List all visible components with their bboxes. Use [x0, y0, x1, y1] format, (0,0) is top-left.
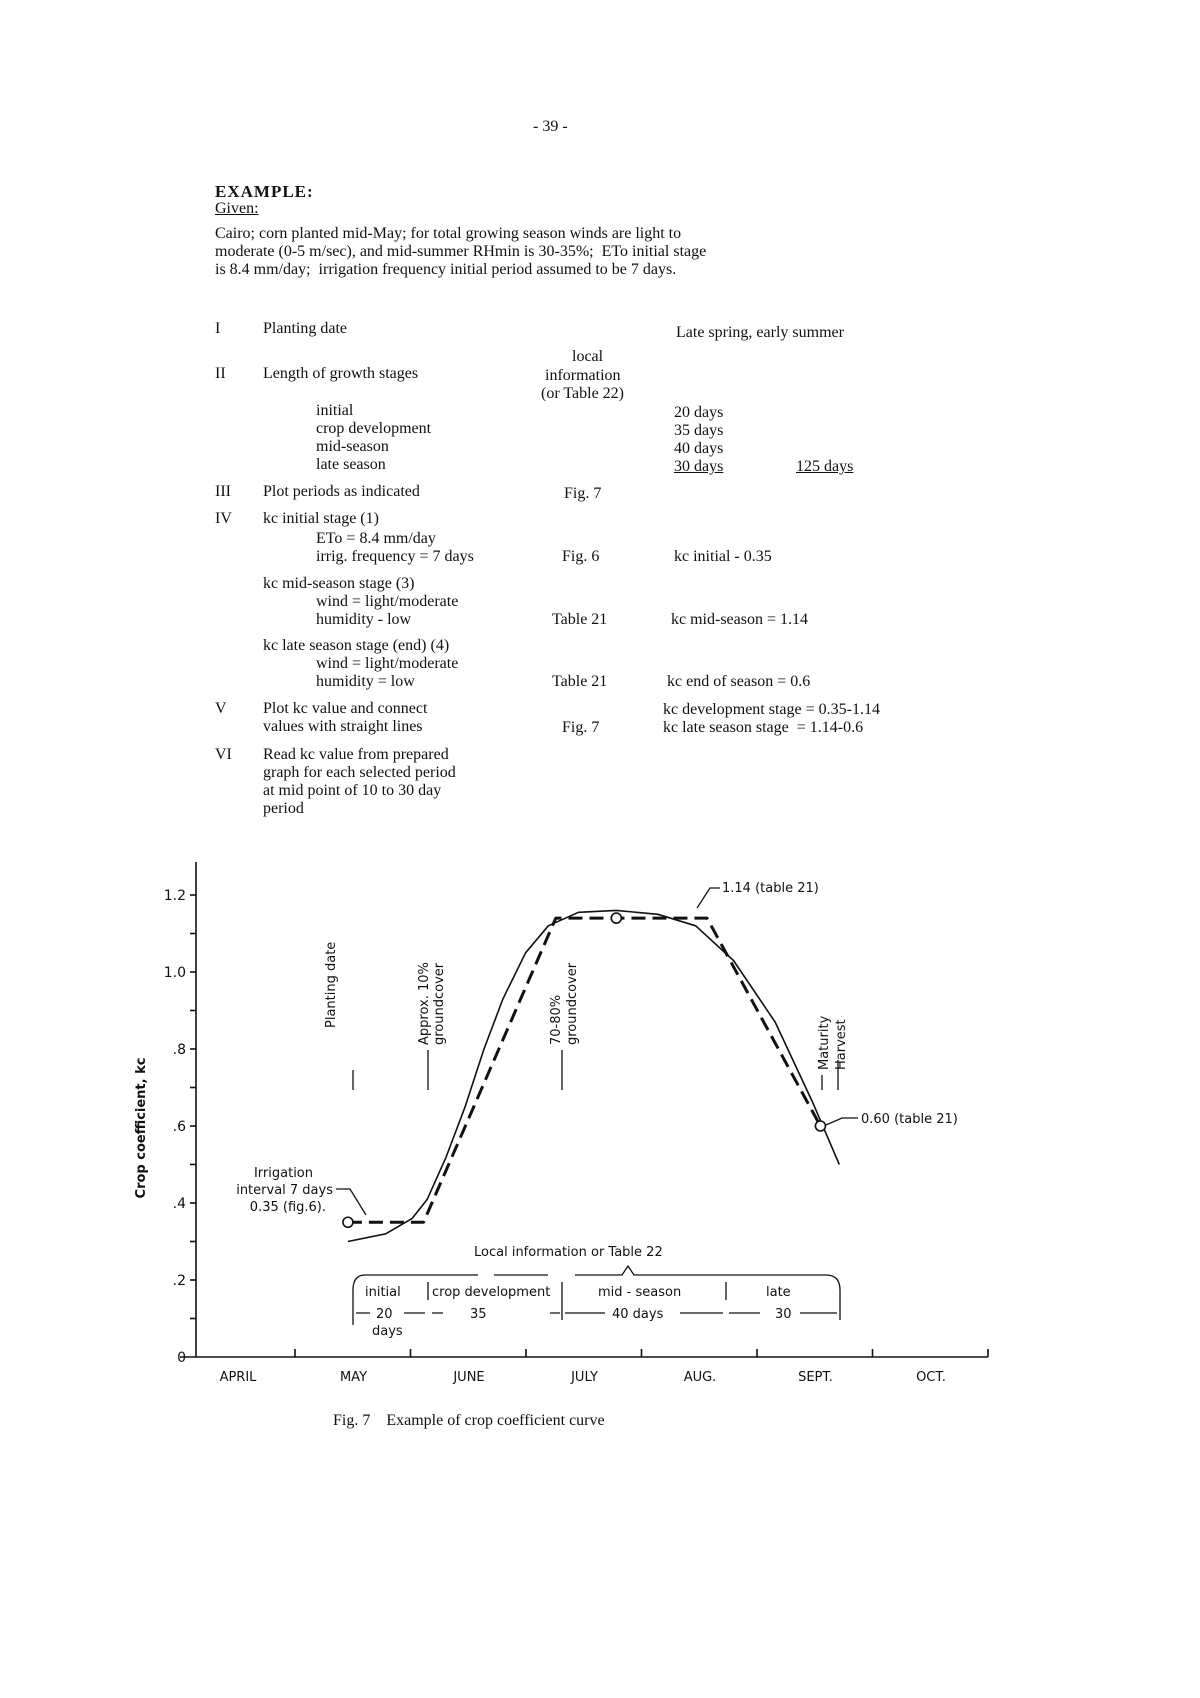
step-number: I: [215, 320, 221, 337]
irrigation-annotation: Irrigation: [254, 1166, 313, 1181]
step-source: information: [545, 367, 621, 384]
kc-straight-line-series: [347, 916, 822, 1224]
step-line: irrig. frequency = 7 days: [316, 548, 474, 565]
step-source: Fig. 7: [564, 485, 602, 502]
step-number: V: [215, 700, 227, 717]
stage-name: mid-season: [316, 438, 389, 455]
total-days: 125 days: [796, 458, 854, 475]
maturity-label: Maturity: [817, 1015, 832, 1070]
days-label: days: [372, 1324, 403, 1339]
stage-name: crop development: [316, 420, 432, 437]
stage-mid: mid - season: [598, 1285, 681, 1300]
step-number: VI: [215, 746, 232, 763]
mid-kc-annotation: 1.14 (table 21): [722, 881, 819, 896]
step-line: humidity - low: [316, 611, 412, 628]
step-source: Fig. 6: [562, 548, 600, 565]
duration-mid: 40 days: [612, 1307, 664, 1322]
step-number: II: [215, 365, 226, 382]
step-number: IV: [215, 510, 232, 527]
x-tick-label: AUG.: [684, 1370, 717, 1385]
step-label: graph for each selected period: [263, 764, 456, 781]
step-value: kc development stage = 0.35-1.14: [663, 701, 880, 718]
duration-initial: 20: [376, 1307, 393, 1322]
step-line: ETo = 8.4 mm/day: [316, 530, 436, 547]
step-number: III: [215, 483, 231, 500]
step-label: values with straight lines: [263, 718, 423, 735]
harvest-label: Harvest: [834, 1019, 849, 1070]
step-label: kc late season stage (end) (4): [263, 637, 450, 654]
step-label: kc mid-season stage (3): [263, 575, 415, 592]
y-tick-label: .8: [173, 1042, 186, 1058]
kc-smooth-curve: [347, 909, 841, 1243]
step-label: Planting date: [263, 320, 347, 337]
given-line: moderate (0-5 m/sec), and mid-summer RHm…: [215, 243, 707, 260]
kc-marker: [814, 1120, 827, 1132]
given-line: Cairo; corn planted mid-May; for total g…: [215, 225, 682, 242]
step-label: Read kc value from prepared: [263, 746, 449, 763]
stage-development: crop development: [432, 1285, 550, 1300]
stage-days: 20 days: [674, 404, 724, 421]
step-label: Plot kc value and connect: [263, 700, 428, 717]
ten-percent-label: Approx. 10%: [417, 962, 432, 1045]
step-label: Plot periods as indicated: [263, 483, 420, 500]
planting-date-label: Planting date: [324, 942, 339, 1028]
step-line: humidity = low: [316, 673, 415, 690]
y-tick-label: 0: [177, 1350, 186, 1366]
stage-late: late: [766, 1285, 791, 1300]
step-source: local: [572, 348, 604, 365]
given-label: Given:: [215, 200, 259, 217]
step-label: Length of growth stages: [263, 365, 419, 382]
step-value: kc end of season = 0.6: [667, 673, 811, 690]
step-line: wind = light/moderate: [316, 655, 459, 672]
step-value: Late spring, early summer: [676, 324, 844, 341]
y-tick-label: 1.2: [164, 888, 186, 904]
duration-late: 30: [775, 1307, 792, 1322]
step-value: kc late season stage = 1.14-0.6: [663, 719, 864, 736]
duration-development: 35: [470, 1307, 487, 1322]
stage-days: 30 days: [674, 458, 724, 475]
y-tick-label: .6: [173, 1119, 186, 1135]
step-value: kc mid-season = 1.14: [671, 611, 808, 628]
x-tick-label: JUNE: [452, 1370, 484, 1385]
step-value: kc initial - 0.35: [674, 548, 772, 565]
irrigation-annotation: interval 7 days: [236, 1183, 333, 1198]
page-number: - 39 -: [533, 118, 568, 135]
seventy-percent-label: 70-80%: [549, 995, 564, 1045]
y-tick-label: 1.0: [164, 965, 186, 981]
end-kc-annotation: 0.60 (table 21): [861, 1112, 958, 1127]
y-tick-label: .2: [173, 1273, 186, 1289]
step-label: at mid point of 10 to 30 day: [263, 782, 442, 799]
stage-name: late season: [316, 456, 386, 473]
step-source: (or Table 22): [541, 385, 624, 402]
step-source: Table 21: [552, 673, 608, 690]
step-source: Table 21: [552, 611, 608, 628]
step-label: period: [263, 800, 304, 817]
seventy-percent-label: groundcover: [565, 962, 580, 1045]
x-tick-label: APRIL: [220, 1370, 258, 1385]
x-tick-label: JULY: [570, 1370, 598, 1385]
step-label: kc initial stage (1): [263, 510, 379, 527]
y-axis-label: Crop coefficient, kc: [134, 1058, 149, 1199]
stage-days: 40 days: [674, 440, 724, 457]
step-source: Fig. 7: [562, 719, 600, 736]
x-tick-label: MAY: [340, 1370, 367, 1385]
step-line: wind = light/moderate: [316, 593, 459, 610]
x-tick-label: SEPT.: [798, 1370, 833, 1385]
stage-initial: initial: [365, 1285, 401, 1300]
figure-caption: Fig. 7 Example of crop coefficient curve: [333, 1412, 605, 1429]
given-line: is 8.4 mm/day; irrigation frequency init…: [215, 261, 677, 278]
heading: EXAMPLE:: [215, 182, 314, 201]
stage-days: 35 days: [674, 422, 724, 439]
local-info-label: Local information or Table 22: [474, 1245, 663, 1260]
stage-name: initial: [316, 402, 354, 419]
y-tick-label: .4: [173, 1196, 186, 1212]
x-tick-label: OCT.: [916, 1370, 946, 1385]
kc-marker: [342, 1216, 354, 1229]
ten-percent-label: groundcover: [432, 962, 447, 1045]
irrigation-annotation: 0.35 (fig.6).: [250, 1200, 326, 1215]
kc-marker: [610, 912, 623, 924]
